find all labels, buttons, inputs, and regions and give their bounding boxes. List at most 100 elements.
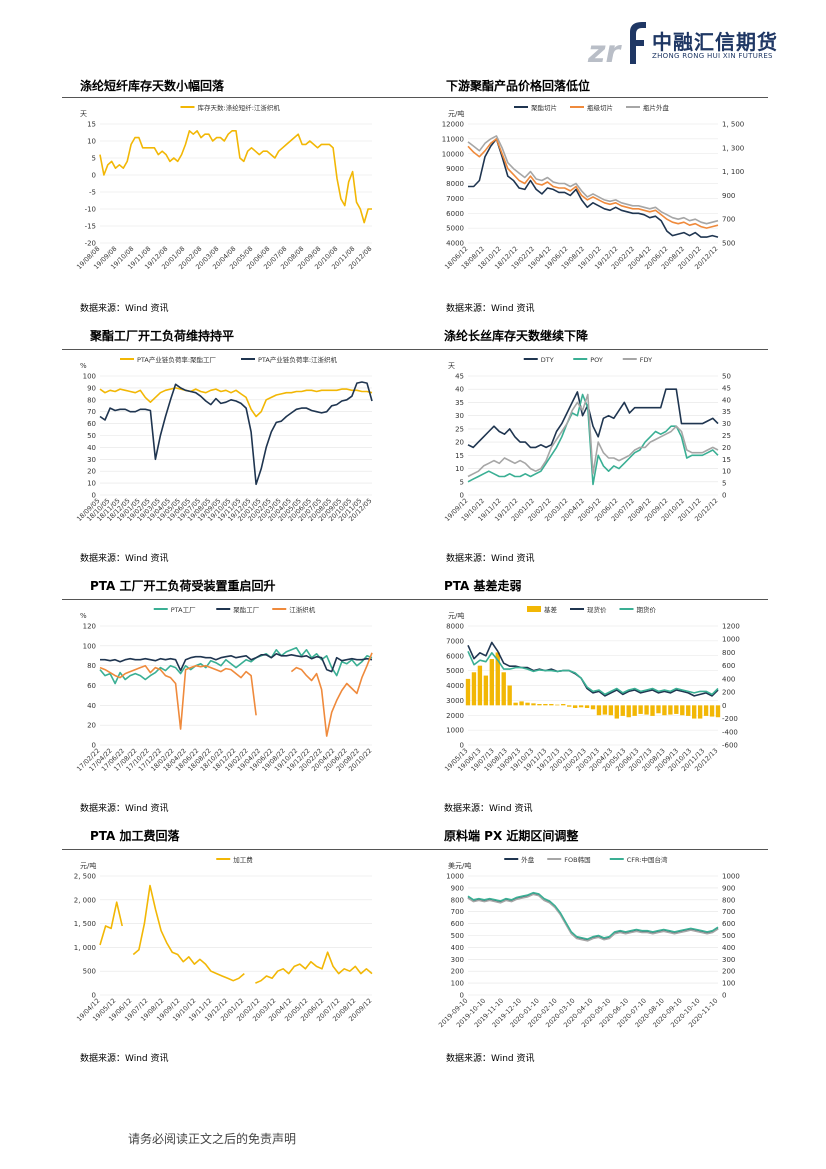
legend-label: 瓶级切片 — [587, 103, 613, 112]
bar-mark — [638, 705, 643, 714]
y-tick-label: 0 — [92, 742, 96, 750]
y-tick-label: -5 — [89, 189, 96, 197]
logo-mark-text: zr — [587, 35, 622, 66]
y-right-tick-label: 700 — [722, 216, 735, 224]
series-line — [467, 135, 719, 225]
bar-mark — [525, 702, 530, 706]
y-right-tick-label: 300 — [722, 956, 735, 964]
series-line — [99, 130, 372, 224]
axis-unit-label: 元/吨 — [448, 611, 464, 620]
legend-label: PTA工厂 — [171, 606, 196, 614]
y-right-tick-label: 600 — [722, 920, 735, 928]
source-note-4: 数据来源：Wind 资讯 — [446, 554, 535, 564]
section-title-4: 涤纶长丝库存天数继续下降 — [444, 329, 589, 343]
source-note-3: 数据来源：Wind 资讯 — [80, 554, 169, 564]
y-tick-label: 1, 500 — [74, 920, 96, 928]
y-tick-label: 10000 — [442, 150, 464, 158]
legend-label: 现货价 — [587, 605, 607, 614]
axis-unit-label: 美元/吨 — [448, 861, 471, 870]
y-tick-label: 700 — [451, 908, 464, 916]
series-line — [99, 647, 373, 685]
bar-mark — [680, 705, 685, 716]
y-tick-label: 8000 — [446, 623, 464, 631]
bar-mark — [584, 705, 590, 708]
y-tick-label: 10 — [87, 480, 96, 488]
y-tick-label: 60 — [87, 420, 96, 428]
y-tick-label: 3000 — [446, 697, 464, 705]
bar-mark — [602, 705, 608, 715]
y-tick-label: 70 — [87, 408, 96, 416]
bar-mark — [471, 672, 477, 706]
series-line — [467, 641, 719, 697]
y-right-tick-label: -600 — [722, 742, 738, 750]
y-tick-label: 6000 — [446, 652, 464, 660]
legend-label: 外盘 — [521, 855, 535, 864]
series-line — [99, 387, 373, 418]
y-tick-label: 11000 — [442, 135, 464, 143]
y-right-tick-label: 200 — [722, 689, 735, 697]
y-tick-label: 0 — [460, 992, 464, 1000]
bar-mark — [608, 705, 614, 716]
y-tick-label: 4000 — [446, 240, 464, 248]
bar-mark — [483, 675, 489, 706]
y-right-tick-label: 15 — [722, 456, 731, 464]
y-right-tick-label: 800 — [722, 896, 735, 904]
y-tick-label: 400 — [451, 944, 464, 952]
bar-mark — [692, 705, 697, 719]
bar-mark — [614, 705, 619, 719]
bar-mark — [501, 672, 506, 706]
series-line — [467, 388, 719, 449]
series-line — [468, 138, 719, 238]
y-right-tick-label: 400 — [722, 944, 735, 952]
legend-label: 加工费 — [233, 855, 253, 864]
y-right-tick-label: 50 — [722, 373, 731, 381]
bar-mark — [590, 705, 596, 710]
series-line — [99, 884, 373, 984]
bar-mark — [519, 701, 524, 706]
y-tick-label: 40 — [455, 386, 464, 394]
y-tick-label: 40 — [87, 702, 96, 710]
y-right-tick-label: 35 — [722, 408, 731, 416]
y-right-tick-label: 1, 300 — [722, 144, 744, 152]
y-tick-label: 1000 — [446, 727, 464, 735]
y-right-tick-label: 900 — [722, 884, 735, 892]
y-tick-label: 9000 — [446, 165, 464, 173]
legend-swatch — [527, 606, 541, 612]
chart-polyester-prices: 元/吨 12000 11000 10000 9000 8000 7000 6000 5000 40… — [432, 100, 752, 295]
y-tick-label: 5000 — [446, 667, 464, 675]
y-tick-label: 0 — [92, 172, 96, 180]
section-title-2: 下游聚酯产品价格回落低位 — [446, 79, 591, 93]
bar-mark — [549, 704, 554, 706]
y-tick-label: 12000 — [442, 121, 464, 129]
y-tick-label: 2, 500 — [74, 873, 96, 881]
y-tick-label: 20 — [455, 439, 464, 447]
legend-label: 聚酯切片 — [531, 103, 557, 112]
y-tick-label: 45 — [455, 373, 464, 381]
series-line — [467, 393, 719, 478]
y-tick-label: 300 — [451, 956, 464, 964]
bar-mark — [561, 704, 566, 706]
y-right-tick-label: 1, 500 — [722, 121, 744, 129]
divider-row-4 — [62, 849, 768, 850]
bar-mark — [543, 704, 548, 706]
y-tick-label: 5 — [92, 155, 96, 163]
legend-label: FOB韩国 — [564, 855, 590, 864]
section-title-5: PTA 工厂开工负荷受装置重启回升 — [90, 579, 276, 593]
axis-unit-label: % — [80, 362, 87, 370]
section-title-8: 原料端 PX 近期区间调整 — [444, 829, 579, 843]
y-right-tick-label: 1200 — [722, 623, 740, 631]
section-title-7: PTA 加工费回落 — [90, 829, 180, 843]
legend-label: 江浙织机 — [289, 605, 316, 614]
y-right-tick-label: 10 — [722, 468, 731, 476]
bar-mark — [572, 705, 578, 708]
y-right-tick-label: 40 — [722, 396, 731, 404]
bar-mark — [495, 652, 500, 706]
bar-mark — [662, 705, 667, 716]
y-tick-label: 1000 — [446, 873, 464, 881]
y-tick-label: 0 — [92, 492, 96, 500]
y-tick-label: -20 — [85, 240, 96, 248]
y-right-tick-label: 0 — [722, 492, 726, 500]
source-note-1: 数据来源：Wind 资讯 — [80, 304, 169, 314]
y-right-tick-label: 500 — [722, 240, 735, 248]
y-tick-label: 800 — [451, 896, 464, 904]
